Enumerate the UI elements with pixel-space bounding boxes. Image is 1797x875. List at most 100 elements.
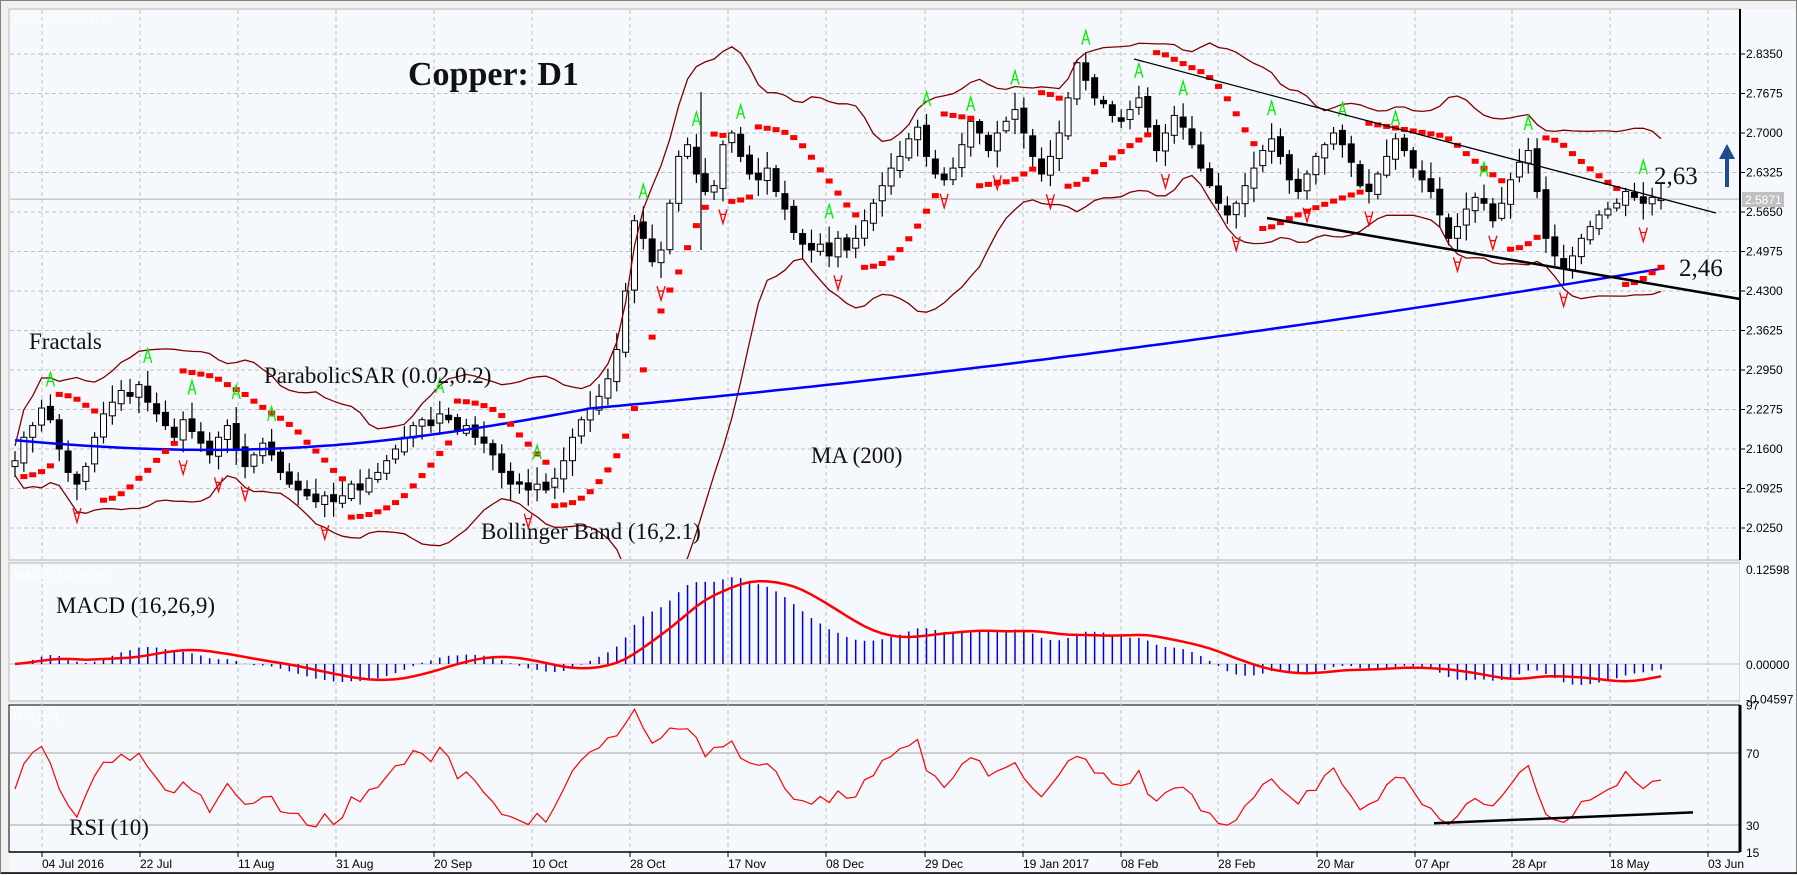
fractal-down-icon bbox=[1638, 227, 1648, 244]
date-tick-label: 20 Sep bbox=[434, 857, 472, 871]
lower-trendline bbox=[1266, 216, 1739, 301]
fractal-up-icon bbox=[267, 404, 277, 422]
date-tick-label: 29 Dec bbox=[925, 857, 963, 871]
fractal-up-icon bbox=[921, 89, 932, 107]
fractal-down-icon bbox=[1302, 207, 1312, 225]
bollinger-upper bbox=[14, 42, 1662, 447]
rsi-support-trendline bbox=[1433, 811, 1694, 825]
fractal-up-icon bbox=[1010, 68, 1020, 85]
fractal-up-icon bbox=[1523, 113, 1533, 131]
chart-title: Copper: D1 bbox=[408, 56, 579, 93]
axes-labels: 04 Jul 2016 22 Jul 11 Aug 31 Aug 20 Sep 10 Oc… bbox=[41, 47, 1794, 871]
date-tick-label: 28 Oct bbox=[630, 857, 666, 871]
price-tick-label: 2.1600 bbox=[1746, 442, 1783, 456]
date-tick-label: 18 May bbox=[1610, 857, 1649, 871]
fractal-down-icon bbox=[1452, 256, 1463, 274]
rsi-tick-label: 97 bbox=[1746, 698, 1760, 712]
fractal-up-icon bbox=[1081, 28, 1091, 45]
fractal-up-icon bbox=[1638, 157, 1648, 175]
macd-panel-label: MACD (12, 26, 9) bbox=[14, 568, 107, 582]
date-tick-label: 08 Feb bbox=[1121, 857, 1159, 871]
fractal-down-icon bbox=[1488, 235, 1498, 253]
price-tick-label: 2.4300 bbox=[1746, 284, 1783, 298]
fractal-up-icon bbox=[691, 109, 702, 127]
price-tick-label: 2.3625 bbox=[1746, 324, 1783, 338]
fractal-up-icon bbox=[638, 181, 648, 199]
macd-tick-label: 0.12598 bbox=[1746, 563, 1790, 577]
fractal-up-icon bbox=[824, 202, 834, 219]
fractal-down-icon bbox=[1045, 194, 1056, 211]
date-tick-label: 11 Aug bbox=[238, 857, 274, 871]
fractal-down-icon bbox=[72, 508, 82, 525]
date-tick-label: 20 Mar bbox=[1317, 857, 1354, 871]
symbol-label: #C-COPPER, D1 bbox=[14, 12, 106, 26]
rsi-line bbox=[14, 707, 1662, 828]
macd-tick-label: 0.00000 bbox=[1746, 658, 1790, 672]
fractal-up-icon bbox=[736, 102, 746, 120]
price-tick-label: 2.5650 bbox=[1746, 205, 1783, 219]
fractal-down-icon bbox=[939, 193, 949, 211]
fractal-down-icon bbox=[656, 285, 666, 303]
resistance-level-label: 2,63 bbox=[1654, 163, 1698, 190]
fractal-down-icon bbox=[240, 486, 250, 503]
price-tick-label: 2.2950 bbox=[1746, 363, 1783, 377]
fractal-up-icon bbox=[187, 378, 197, 395]
bollinger-lower bbox=[14, 174, 1662, 559]
fractal-down-icon bbox=[320, 524, 330, 542]
fractal-down-icon bbox=[1559, 292, 1569, 309]
rsi-tick-label: 30 bbox=[1746, 819, 1760, 833]
main-price-panel[interactable] bbox=[8, 8, 1741, 561]
fractal-down-icon bbox=[992, 175, 1002, 192]
fractal-up-icon bbox=[231, 382, 241, 400]
date-tick-label: 17 Nov bbox=[728, 857, 766, 871]
price-tick-label: 2.4975 bbox=[1746, 245, 1783, 259]
bollinger-label: Bollinger Band (16,2.1) bbox=[481, 519, 701, 544]
fractal-down-icon bbox=[213, 477, 224, 494]
svg-text:2.5871: 2.5871 bbox=[1745, 193, 1782, 207]
rsi-panel[interactable] bbox=[8, 704, 1741, 853]
rsi-plot bbox=[14, 707, 1694, 828]
fractal-up-icon bbox=[966, 94, 976, 112]
fractal-up-icon bbox=[1390, 108, 1401, 126]
date-tick-label: 04 Jul 2016 bbox=[42, 857, 104, 871]
fractal-down-icon bbox=[178, 460, 188, 477]
date-tick-label: 28 Apr bbox=[1512, 857, 1547, 871]
arrow-up-icon bbox=[1719, 144, 1735, 187]
macd-label: MACD (16,26,9) bbox=[56, 593, 215, 618]
fractal-down-icon bbox=[523, 513, 533, 531]
fractal-down-icon bbox=[1231, 236, 1241, 253]
price-tick-label: 2.6325 bbox=[1746, 166, 1783, 180]
fractal-down-icon bbox=[833, 275, 843, 292]
rsi-tick-label: 15 bbox=[1746, 846, 1760, 860]
price-tick-label: 2.0250 bbox=[1746, 521, 1783, 535]
date-tick-label: 22 Jul bbox=[140, 857, 172, 871]
parabolic-sar-label: ParabolicSAR (0.02,0.2) bbox=[264, 363, 491, 388]
ma200-line bbox=[14, 267, 1662, 452]
current-price-marker: 2.5871 bbox=[1742, 192, 1784, 207]
upper-trendline bbox=[1133, 58, 1717, 214]
rsi-panel-label: RSI (10) bbox=[14, 709, 59, 723]
date-tick-label: 19 Jan 2017 bbox=[1023, 857, 1089, 871]
rsi-label: RSI (10) bbox=[69, 815, 149, 840]
rsi-tick-label: 70 bbox=[1746, 747, 1760, 761]
price-tick-label: 2.8350 bbox=[1746, 47, 1783, 61]
support-level-label: 2,46 bbox=[1679, 255, 1723, 282]
fractal-up-icon bbox=[1337, 100, 1348, 117]
macd-plot bbox=[14, 577, 1662, 685]
date-tick-label: 03 Jun bbox=[1708, 857, 1744, 871]
date-tick-label: 07 Apr bbox=[1415, 857, 1450, 871]
fractal-up-icon bbox=[1178, 78, 1188, 96]
fractal-up-icon bbox=[45, 370, 56, 387]
fractal-down-icon bbox=[718, 209, 728, 226]
fractal-down-icon bbox=[1364, 211, 1374, 228]
fractals-label: Fractals bbox=[29, 329, 102, 354]
fractal-up-icon bbox=[1134, 61, 1144, 78]
fractal-up-icon bbox=[435, 376, 445, 394]
price-tick-label: 2.7675 bbox=[1746, 87, 1783, 101]
price-tick-label: 2.2275 bbox=[1746, 403, 1783, 417]
ma200-label: MA (200) bbox=[811, 443, 902, 468]
fractal-up-icon bbox=[1266, 98, 1277, 116]
date-tick-label: 31 Aug bbox=[336, 857, 373, 871]
